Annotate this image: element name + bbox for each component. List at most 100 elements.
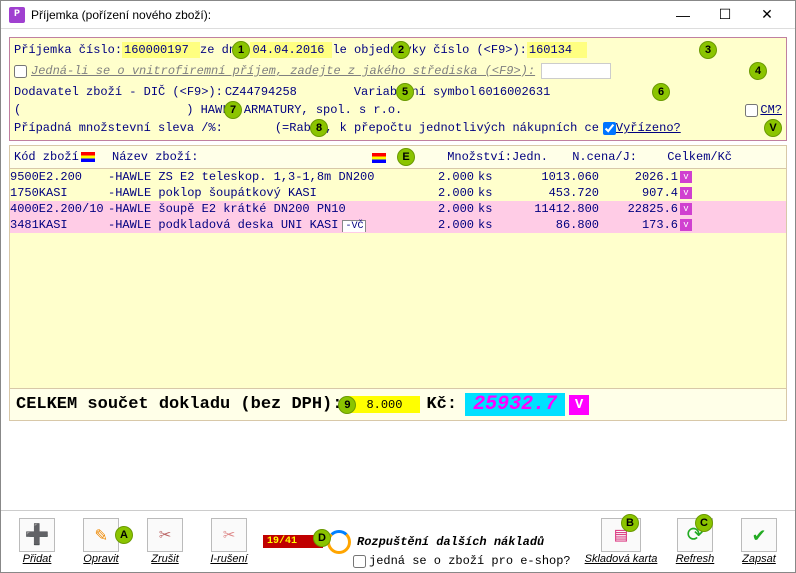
row-v-button[interactable]: v: [680, 171, 692, 183]
plus-icon: ➕: [19, 518, 55, 552]
cell-name: -HAWLE podkladová deska UNI KASI-VČ: [108, 218, 418, 232]
row-v-button[interactable]: v: [680, 187, 692, 199]
checkbox-vnitro[interactable]: [14, 65, 27, 78]
col-ncena: N.cena/J:: [557, 150, 637, 164]
checkbox-vyrizeno[interactable]: [603, 122, 616, 135]
input-firma-code[interactable]: [21, 102, 186, 118]
refresh-button[interactable]: ⟳ Refresh C: [665, 518, 725, 565]
firma-name: ) HAWLE ARMATURY, spol. s r.o.: [186, 103, 402, 117]
total-kc: 25932.7: [465, 393, 565, 416]
cell-price: 1013.060: [508, 170, 603, 184]
marker-c: C: [695, 514, 713, 532]
label-dodavatel: Dodavatel zboží - DIČ (<F9>):: [14, 85, 223, 99]
pridat-button[interactable]: ➕ Přidat: [7, 518, 67, 565]
cell-code: 4000E2.200/10: [10, 202, 108, 216]
grid-body[interactable]: 9500E2.200-HAWLE ZS E2 teleskop. 1,3-1,8…: [9, 169, 787, 389]
maximize-button[interactable]: ☐: [705, 3, 745, 27]
toolbar: ➕ Přidat ✎ Opravit A ✂ Zrušit ✂ I-rušení…: [1, 510, 795, 572]
eshop-checkbox-row: jedná se o zboží pro e-shop?: [353, 554, 571, 568]
col-mnoz: Množství:: [422, 150, 512, 164]
col-nazev: Název zboží: E: [112, 150, 422, 164]
cell-qty: 2.000: [418, 218, 478, 232]
rozpusteni-button[interactable]: Rozpuštění dalších nákladů: [327, 530, 544, 554]
flag-icon-2: [372, 153, 386, 163]
app-icon: P: [9, 7, 25, 23]
input-sleva[interactable]: [223, 120, 273, 136]
marker-8: 8: [310, 119, 328, 137]
cell-total: 2026.1: [603, 170, 678, 184]
cell-code: 1750KASI: [10, 186, 108, 200]
eshop-label: jedná se o zboží pro e-shop?: [369, 554, 571, 568]
cell-qty: 2.000: [418, 202, 478, 216]
cell-unit: ks: [478, 186, 508, 200]
checkbox-cm[interactable]: [745, 104, 758, 117]
input-stredisko[interactable]: [541, 63, 611, 79]
col-celkem: Celkem/Kč: [637, 150, 732, 164]
col-jedn: Jedn.: [512, 150, 557, 164]
zrusit-button[interactable]: ✂ Zrušit: [135, 518, 195, 565]
cell-total: 173.6: [603, 218, 678, 232]
scissors-alt-icon: ✂: [211, 518, 247, 552]
content-area: Příjemka číslo: 1 ze dne: 2 le objednávk…: [1, 29, 795, 510]
marker-v: V: [764, 119, 782, 137]
marker-2: 2: [392, 41, 410, 59]
marker-3: 3: [699, 41, 717, 59]
marker-e: E: [397, 148, 415, 166]
eshop-checkbox[interactable]: [353, 555, 366, 568]
grid-header: Kód zboží Název zboží: E Množství: Jedn.…: [9, 145, 787, 169]
table-row[interactable]: 1750KASI-HAWLE poklop šoupátkový KASI2.0…: [10, 185, 786, 201]
marker-5: 5: [396, 83, 414, 101]
firma-open: (: [14, 103, 21, 117]
marker-6: 6: [652, 83, 670, 101]
spinner-icon: [327, 530, 351, 554]
label-vyrizeno: Vyřízeno?: [616, 121, 681, 135]
edit-icon: ✎: [83, 518, 119, 552]
table-row[interactable]: 3481KASI-HAWLE podkladová deska UNI KASI…: [10, 217, 786, 233]
label-obj: le objednávky číslo (<F9>):: [332, 43, 526, 57]
cell-price: 453.720: [508, 186, 603, 200]
flag-icon: [81, 152, 95, 162]
total-kc-label: Kč:: [426, 395, 457, 414]
v-button[interactable]: V: [569, 395, 589, 415]
col-kod: Kód zboží: [14, 150, 112, 164]
skladova-karta-button[interactable]: ▤ Skladová karta B: [581, 518, 661, 565]
marker-a: A: [115, 526, 133, 544]
titlebar: P Příjemka (pořízení nového zboží): — ☐ …: [1, 1, 795, 29]
minimize-button[interactable]: —: [663, 3, 703, 27]
check-icon: ✔: [741, 518, 777, 552]
marker-1: 1: [232, 41, 250, 59]
input-zedne[interactable]: [250, 42, 332, 58]
label-cislo: Příjemka číslo:: [14, 43, 122, 57]
label-vs: Variabilní symbol: [354, 85, 476, 99]
marker-7: 7: [224, 101, 242, 119]
label-cm: CM?: [760, 103, 782, 117]
cell-unit: ks: [478, 170, 508, 184]
table-row[interactable]: 4000E2.200/10-HAWLE šoupě E2 krátké DN20…: [10, 201, 786, 217]
iruseni-button[interactable]: ✂ I-rušení: [199, 518, 259, 565]
total-qty: 9 8.000: [348, 396, 420, 413]
vc-tag: -VČ: [342, 220, 366, 232]
table-row[interactable]: 9500E2.200-HAWLE ZS E2 teleskop. 1,3-1,8…: [10, 169, 786, 185]
cell-name: -HAWLE šoupě E2 krátké DN200 PN10: [108, 202, 418, 216]
cell-name: -HAWLE poklop šoupátkový KASI: [108, 186, 418, 200]
marker-b: B: [621, 514, 639, 532]
cell-total: 907.4: [603, 186, 678, 200]
cell-code: 3481KASI: [10, 218, 108, 232]
zapsat-button[interactable]: ✔ Zapsat: [729, 518, 789, 565]
row-v-button[interactable]: v: [680, 203, 692, 215]
row-v-button[interactable]: v: [680, 219, 692, 231]
cell-unit: ks: [478, 218, 508, 232]
input-obj[interactable]: [527, 42, 587, 58]
marker-d: D: [313, 529, 331, 547]
close-button[interactable]: ✕: [747, 3, 787, 27]
input-cislo[interactable]: [122, 42, 200, 58]
total-row: CELKEM součet dokladu (bez DPH): 9 8.000…: [9, 389, 787, 421]
label-sleva: Případná množstevní sleva /%:: [14, 121, 223, 135]
cell-name: -HAWLE ZS E2 teleskop. 1,3-1,8m DN200: [108, 170, 418, 184]
label-vnitro: Jedná-li se o vnitrofiremní příjem, zade…: [31, 64, 535, 78]
cell-code: 9500E2.200: [10, 170, 108, 184]
input-vs[interactable]: [476, 84, 562, 100]
opravit-button[interactable]: ✎ Opravit A: [71, 518, 131, 565]
total-label: CELKEM součet dokladu (bez DPH):: [16, 395, 342, 414]
input-dic[interactable]: [223, 84, 309, 100]
